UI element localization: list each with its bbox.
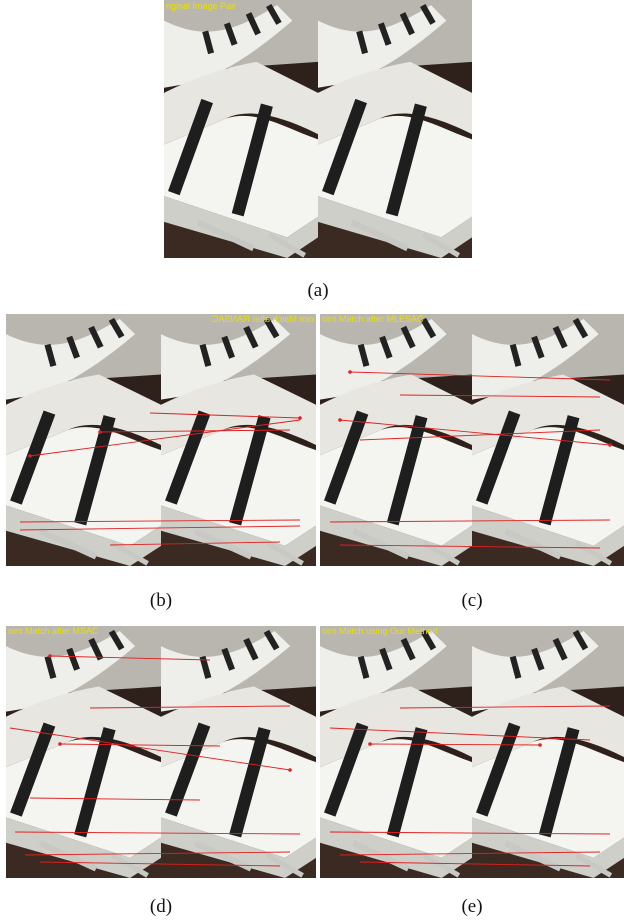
overlay-title: oint Match after RANSAC — [211, 314, 314, 324]
overlay-title: riginal Image Pair — [166, 1, 236, 11]
image-right — [472, 314, 624, 566]
image-left — [164, 0, 318, 258]
caption: (a) — [307, 280, 328, 301]
image-right — [161, 314, 316, 566]
overlay-title: oint Match after MSAC — [8, 626, 99, 636]
image-left — [6, 626, 161, 878]
caption: (b) — [150, 590, 172, 611]
image-left — [320, 314, 472, 566]
image-right — [318, 0, 472, 258]
caption: (d) — [150, 896, 172, 917]
overlay-title: oint Match using Our Method — [322, 626, 438, 636]
caption: (c) — [461, 590, 482, 611]
image-left — [320, 626, 472, 878]
image-right — [161, 626, 316, 878]
figure: riginal Image Pair (a) oint Match after … — [0, 0, 624, 922]
overlay-title: oint Match after MLESAC — [322, 314, 424, 324]
image-right — [472, 626, 624, 878]
caption: (e) — [461, 896, 482, 917]
